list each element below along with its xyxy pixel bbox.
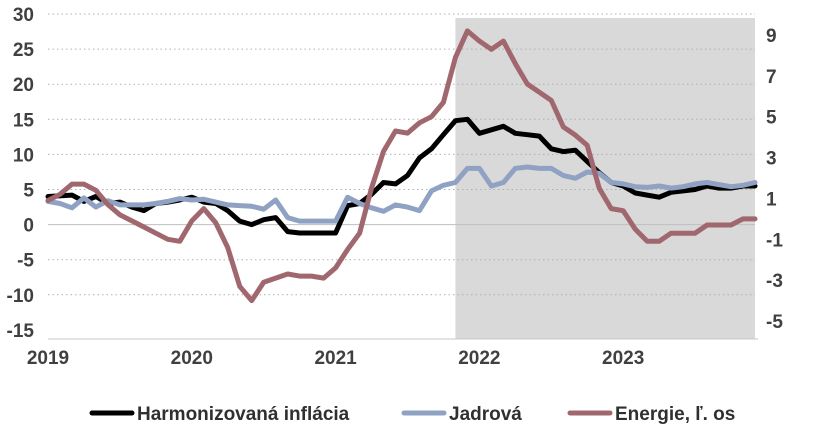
- gridlines: [48, 13, 755, 296]
- x-tick-label: 2019: [27, 348, 69, 369]
- y-right-tick-label: 7: [766, 67, 777, 88]
- series-lines: [45, 28, 758, 304]
- y-right-tick-label: -3: [766, 271, 783, 292]
- x-axis-ticks: 2019 2020 2021 2022 2023: [27, 348, 644, 369]
- y-left-tick-label: 5: [23, 181, 34, 202]
- y-left-tick-label: 20: [13, 75, 34, 96]
- legend: Harmonizovaná inflácia Jadrová Energie, ľ.…: [89, 404, 735, 425]
- series-line-2: [45, 164, 758, 224]
- x-tick-label: 2022: [458, 348, 500, 369]
- y-right-tick-label: 9: [766, 26, 777, 47]
- y-axis-right-ticks: 9 7 5 3 1 -1 -3 -5: [766, 26, 783, 333]
- y-right-tick-label: -1: [766, 230, 783, 251]
- y-left-tick-label: 25: [13, 40, 35, 61]
- x-tick-label: 2020: [171, 348, 213, 369]
- y-right-tick-label: 3: [766, 149, 777, 170]
- y-left-tick-label: 0: [23, 216, 34, 237]
- y-right-tick-label: 5: [766, 108, 777, 129]
- y-left-tick-label: 30: [13, 5, 34, 26]
- x-tick-label: 2021: [314, 348, 357, 369]
- y-left-tick-label: 10: [13, 145, 34, 166]
- legend-label: Harmonizovaná inflácia: [137, 404, 350, 425]
- y-left-tick-label: -10: [7, 286, 34, 307]
- y-left-tick-label: -5: [17, 251, 34, 272]
- y-axis-left-ticks: 30 25 20 15 10 5 0 -5 -10 -15: [7, 5, 35, 342]
- series-line-3: [45, 28, 758, 304]
- y-right-tick-label: 1: [766, 189, 777, 210]
- legend-label: Energie, ľ. os: [615, 404, 735, 425]
- y-left-tick-label: 15: [13, 110, 35, 131]
- legend-label: Jadrová: [449, 404, 522, 425]
- y-left-tick-label: -15: [7, 321, 35, 342]
- x-tick-label: 2023: [602, 348, 644, 369]
- y-right-tick-label: -5: [766, 312, 783, 333]
